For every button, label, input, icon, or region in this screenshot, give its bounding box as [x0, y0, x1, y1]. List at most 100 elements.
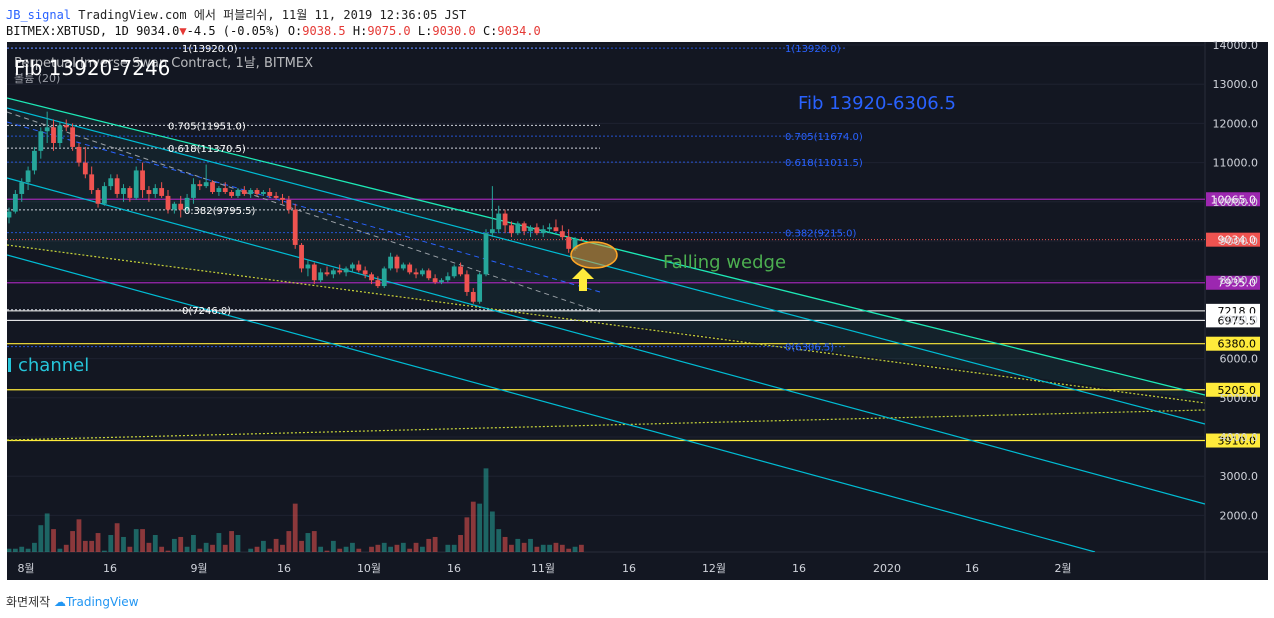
- candle-body: [127, 188, 133, 198]
- candle-body: [261, 192, 266, 194]
- candle-body: [566, 237, 572, 249]
- candle-body: [477, 274, 483, 302]
- fib-right-title: Fib 13920-6306.5: [798, 93, 956, 114]
- volume-bar: [413, 542, 419, 552]
- candle-body: [38, 131, 44, 151]
- volume-bar: [540, 544, 546, 552]
- price-change: -4.5 (-0.05%): [186, 24, 281, 38]
- volume-bar: [108, 535, 114, 552]
- candle-body: [146, 190, 152, 194]
- chart-background: [7, 42, 1205, 552]
- time-axis[interactable]: [7, 552, 1268, 580]
- volume-bar: [159, 546, 165, 552]
- volume-bar: [445, 544, 451, 552]
- overlay-contract: Perpetual Inverse Swap Contract, 1날, BIT…: [14, 56, 313, 71]
- candle-body: [534, 227, 540, 234]
- volume-bar: [286, 531, 292, 552]
- volume-bar: [515, 538, 521, 552]
- y-tick-label: 10000.0: [1213, 196, 1259, 209]
- volume-bar: [381, 542, 387, 552]
- volume-bar: [451, 544, 457, 552]
- low-label: L:: [417, 24, 433, 38]
- candle-body: [229, 192, 234, 196]
- candle-body: [102, 186, 107, 204]
- close-label: C:: [482, 24, 498, 38]
- fib-right-label: 1(13920.0): [785, 44, 841, 55]
- volume-bar: [521, 542, 527, 552]
- volume-bar: [7, 548, 12, 552]
- volume-bar: [528, 538, 533, 552]
- channel-marker: [8, 358, 11, 372]
- price-axis[interactable]: [1205, 42, 1268, 552]
- volume-bar: [102, 550, 107, 552]
- candle-body: [51, 127, 56, 143]
- candle-body: [70, 127, 75, 147]
- candle-body: [210, 182, 215, 192]
- candle-body: [292, 209, 298, 245]
- fib-right-label: 0.618(11011.5): [785, 158, 863, 169]
- candle-body: [95, 190, 101, 204]
- down-triangle-icon: ▼: [179, 24, 187, 38]
- candle-body: [82, 162, 88, 175]
- volume-bar: [579, 544, 584, 552]
- author-link[interactable]: JB_signal: [6, 8, 72, 22]
- candle-body: [515, 223, 521, 234]
- volume-bar: [311, 531, 317, 552]
- y-tick-label: 4000.0: [1220, 431, 1259, 444]
- candle-body: [76, 146, 82, 163]
- volume-bar: [25, 548, 31, 552]
- volume-bar: [470, 501, 476, 552]
- candle-body: [489, 229, 495, 234]
- price-label: 5205.0: [1218, 384, 1257, 397]
- candle-body: [12, 193, 18, 212]
- tradingview-logo-icon[interactable]: ☁: [54, 595, 66, 609]
- candle-body: [140, 170, 145, 191]
- fib-left-label: 0(7246.0): [182, 306, 231, 317]
- volume-bar: [337, 548, 343, 552]
- made-with-label: 화면제작: [6, 595, 51, 609]
- candles: [7, 111, 584, 304]
- candle-body: [19, 182, 25, 194]
- candle-body: [171, 203, 177, 210]
- volume-bar: [464, 517, 470, 552]
- candle-body: [521, 223, 527, 232]
- volume-bar: [70, 531, 75, 552]
- price-label-box: [1206, 313, 1260, 328]
- volume-bar: [572, 546, 578, 552]
- highlight-marker: [570, 241, 618, 291]
- high-label: H:: [352, 24, 368, 38]
- x-tick-label: 2월: [1054, 562, 1071, 575]
- tradingview-brand[interactable]: TradingView: [66, 595, 139, 609]
- fib-right-label: 0.382(9215.0): [785, 229, 857, 240]
- candle-body: [203, 182, 209, 187]
- candle-body: [7, 211, 12, 218]
- y-tick-label: 7000.0: [1220, 313, 1259, 326]
- volume-bar: [82, 540, 88, 552]
- open-label: O:: [287, 24, 303, 38]
- volume-bar: [127, 546, 133, 552]
- x-tick-label: 16: [103, 562, 117, 575]
- volume-bar: [184, 546, 190, 552]
- candle-body: [350, 264, 355, 269]
- y-tick-label: 5000.0: [1220, 392, 1259, 405]
- volume-bar: [178, 536, 184, 552]
- y-tick-label: 2000.0: [1220, 509, 1259, 522]
- candle-body: [579, 239, 584, 241]
- candle-body: [337, 270, 343, 273]
- channel-middle-line: [7, 177, 1205, 505]
- volume-bar: [509, 544, 514, 552]
- x-tick-label: 8월: [17, 562, 34, 575]
- volume-bar: [324, 550, 330, 552]
- volume-bar: [375, 544, 381, 552]
- candle-body: [413, 272, 419, 275]
- candle-body: [57, 125, 63, 143]
- volume-bar: [44, 513, 50, 552]
- volume-bar: [19, 546, 25, 552]
- volume-bar: [76, 519, 82, 552]
- y-tick-label: 9000.0: [1220, 235, 1259, 248]
- y-tick-label: 14000.0: [1213, 39, 1259, 52]
- candle-body: [159, 188, 165, 196]
- target-ellipse: [570, 241, 618, 269]
- volume-bar: [566, 548, 572, 552]
